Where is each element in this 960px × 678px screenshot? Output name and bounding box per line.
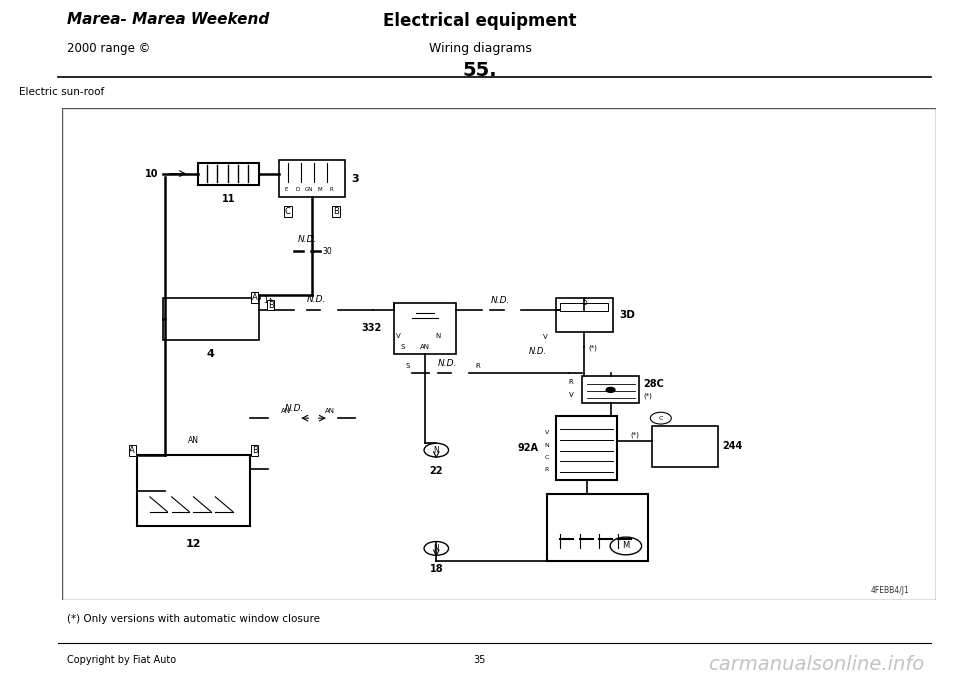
Text: (*): (*) — [630, 432, 639, 438]
Text: AN: AN — [188, 436, 199, 445]
Text: 332: 332 — [361, 323, 381, 334]
Text: D: D — [296, 187, 300, 192]
Text: N.D.: N.D. — [491, 296, 510, 305]
Text: N.D.: N.D. — [307, 296, 326, 304]
Bar — [556, 298, 612, 332]
Text: C: C — [285, 207, 291, 216]
Text: N.D.: N.D. — [285, 404, 304, 413]
Text: V: V — [544, 431, 549, 435]
Text: 28C: 28C — [643, 380, 664, 389]
Text: AN: AN — [324, 408, 334, 414]
Text: 12: 12 — [185, 538, 202, 549]
Text: 4FEBB4/J1: 4FEBB4/J1 — [871, 586, 910, 595]
Text: GN: GN — [304, 187, 313, 192]
Text: (*): (*) — [588, 344, 598, 351]
Text: B: B — [333, 207, 339, 216]
Text: S: S — [405, 363, 410, 369]
Text: AN: AN — [420, 344, 430, 350]
Text: 30: 30 — [323, 247, 332, 256]
Text: A: A — [130, 446, 135, 455]
Text: S: S — [401, 344, 405, 350]
Bar — [279, 160, 345, 197]
Text: M: M — [622, 542, 630, 551]
Bar — [136, 455, 251, 526]
Text: V: V — [396, 333, 401, 338]
Text: N: N — [433, 544, 439, 553]
Text: Copyright by Fiat Auto: Copyright by Fiat Auto — [67, 655, 177, 664]
Text: C: C — [659, 416, 663, 420]
Text: Electric sun-roof: Electric sun-roof — [19, 87, 105, 96]
Text: 22: 22 — [429, 466, 444, 476]
Text: R: R — [568, 379, 573, 385]
Text: E: E — [284, 187, 288, 192]
Bar — [198, 163, 259, 184]
Text: 4: 4 — [207, 349, 215, 359]
Text: N.D.: N.D. — [438, 359, 457, 368]
Bar — [395, 302, 456, 354]
Text: 5: 5 — [582, 298, 587, 307]
Text: 3: 3 — [351, 174, 359, 184]
Text: R: R — [475, 363, 480, 369]
Text: N.D.: N.D. — [298, 235, 317, 243]
Text: Electrical equipment: Electrical equipment — [383, 12, 577, 31]
Text: 2000 range ©: 2000 range © — [67, 42, 151, 56]
Text: AN: AN — [281, 408, 291, 414]
Text: 18: 18 — [429, 564, 444, 574]
Text: Wiring diagrams: Wiring diagrams — [428, 42, 532, 56]
Text: 1: 1 — [263, 296, 268, 305]
Text: 11: 11 — [222, 193, 235, 203]
Text: N: N — [544, 443, 549, 447]
Text: (*) Only versions with automatic window closure: (*) Only versions with automatic window … — [67, 614, 321, 624]
Bar — [556, 416, 617, 479]
Text: R: R — [329, 187, 333, 192]
Circle shape — [606, 387, 615, 393]
Text: A: A — [252, 293, 257, 302]
Text: A: A — [268, 298, 273, 307]
Text: N: N — [436, 333, 441, 338]
Text: 55.: 55. — [463, 61, 497, 80]
Text: Marea- Marea Weekend: Marea- Marea Weekend — [67, 12, 270, 27]
Text: (*): (*) — [643, 392, 652, 399]
Text: M: M — [318, 187, 323, 192]
Bar — [163, 298, 259, 340]
Text: 10: 10 — [145, 169, 158, 178]
Text: 244: 244 — [722, 441, 742, 452]
Text: B: B — [268, 300, 274, 310]
Text: C: C — [544, 455, 549, 460]
Text: carmanualsonline.info: carmanualsonline.info — [708, 655, 924, 674]
Bar — [582, 376, 639, 403]
Text: N.D.: N.D. — [529, 347, 547, 357]
Text: 35: 35 — [474, 655, 486, 664]
Text: V: V — [568, 393, 573, 398]
Text: B: B — [252, 446, 257, 455]
Bar — [547, 494, 648, 561]
Text: V: V — [542, 334, 547, 340]
Bar — [561, 303, 609, 311]
Bar — [652, 426, 718, 467]
Text: 92A: 92A — [517, 443, 539, 453]
Text: N: N — [433, 445, 439, 455]
Text: R: R — [544, 467, 549, 473]
Text: 3D: 3D — [620, 310, 636, 320]
